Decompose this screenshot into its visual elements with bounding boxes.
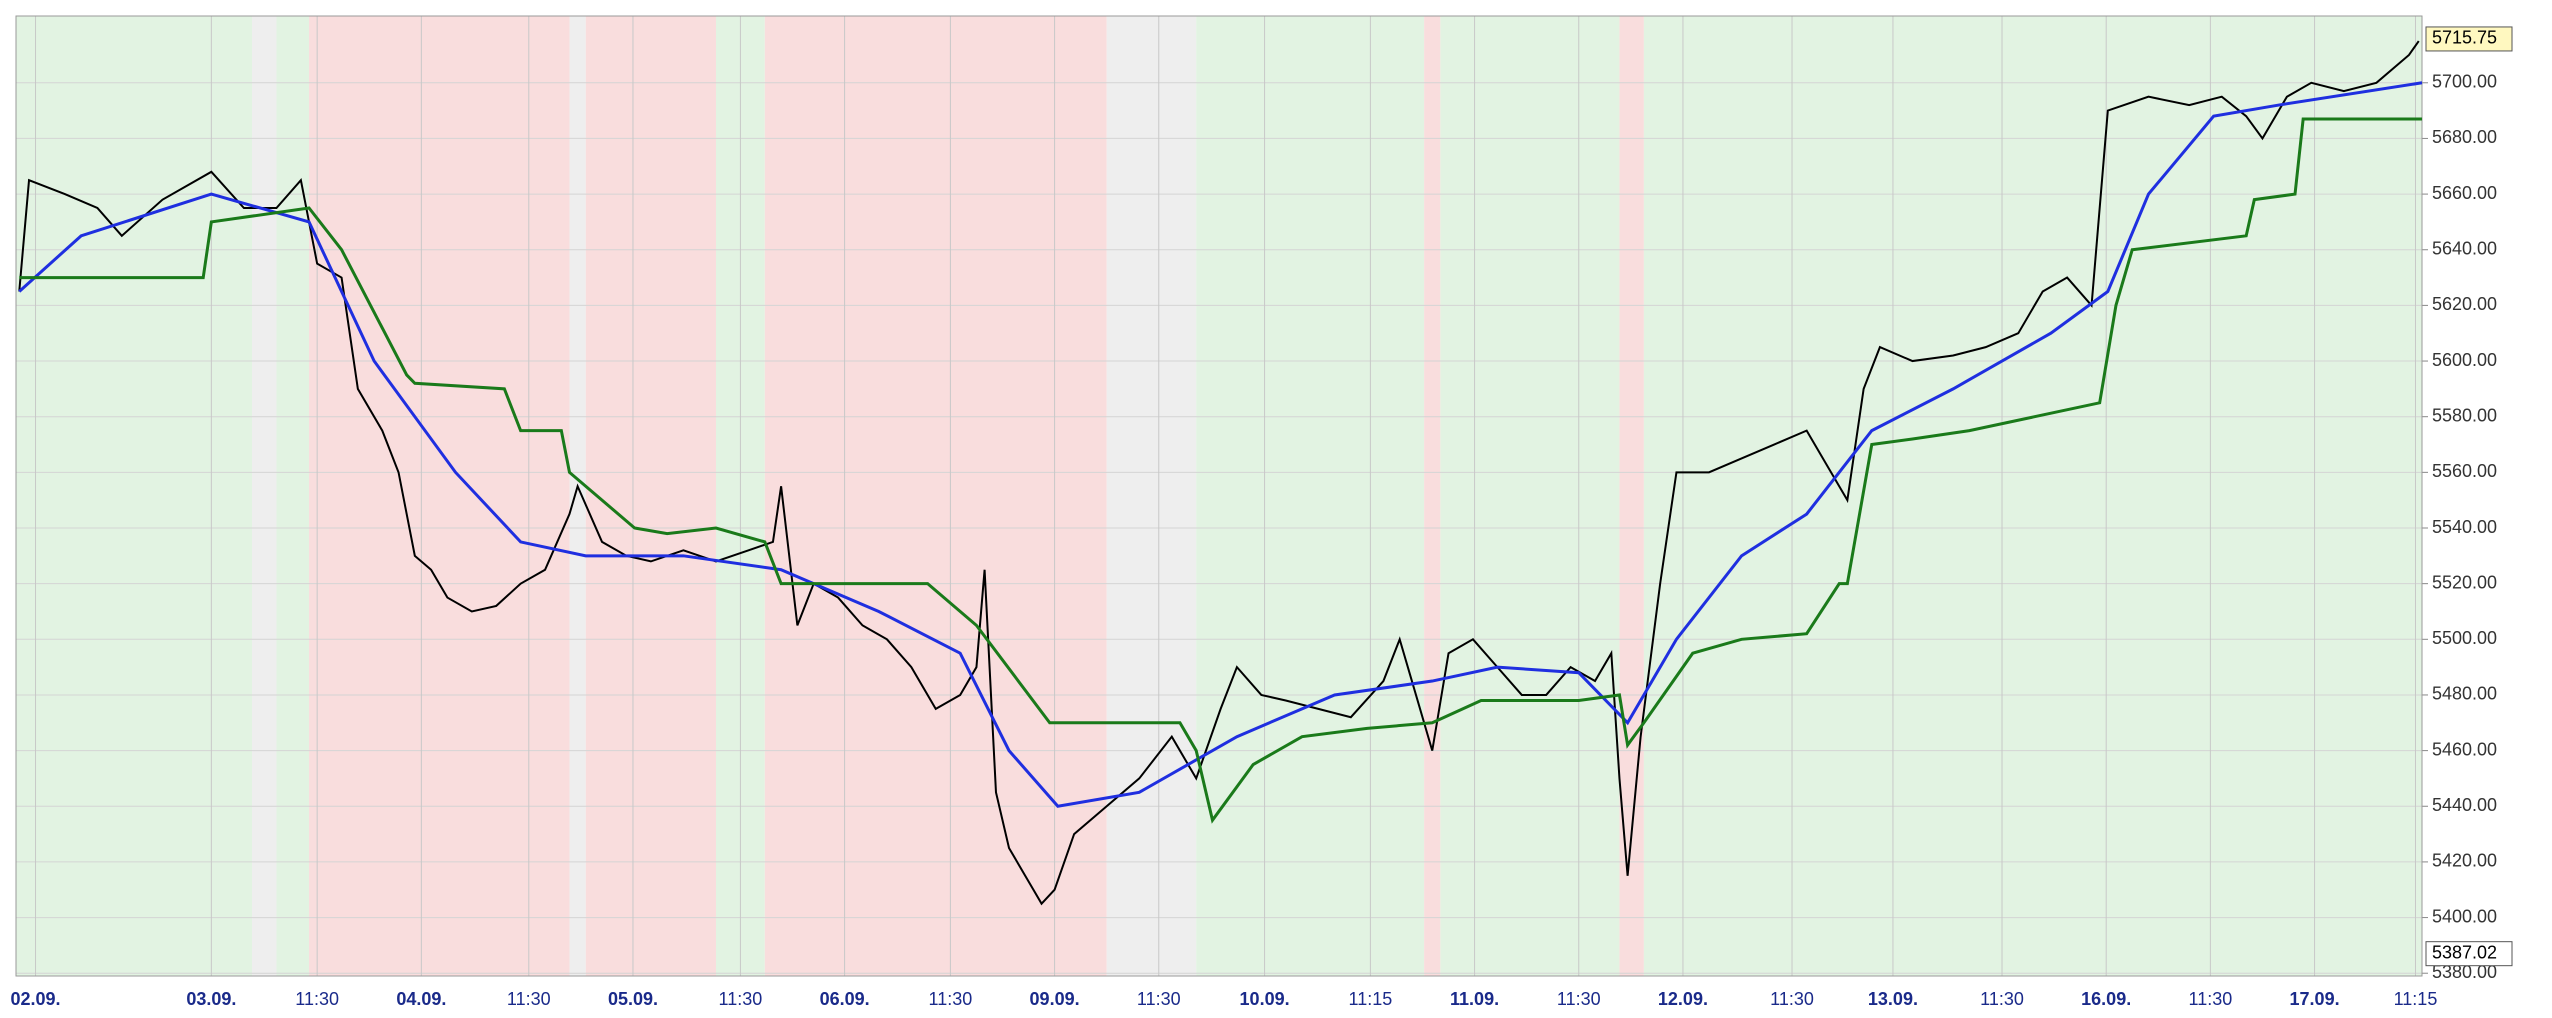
x-tick-label: 11.09. <box>1450 989 1499 1009</box>
x-tick-label: 11:30 <box>1557 989 1601 1009</box>
y-tick-label: 5420.00 <box>2432 851 2497 871</box>
regime-band <box>1643 16 2422 976</box>
x-tick-label: 03.09. <box>186 989 236 1009</box>
x-tick-label: 11:15 <box>2394 989 2438 1009</box>
x-tick-label: 06.09. <box>820 989 870 1009</box>
x-tick-label: 10.09. <box>1240 989 1290 1009</box>
price-box <box>2425 941 2513 967</box>
price-box <box>2425 26 2513 52</box>
y-tick-label: 5460.00 <box>2432 739 2497 759</box>
x-tick-label: 05.09. <box>608 989 658 1009</box>
y-tick-label: 5400.00 <box>2432 906 2497 926</box>
x-tick-label: 13.09. <box>1868 989 1918 1009</box>
price-line <box>19 117 2422 824</box>
regime-band <box>16 16 253 976</box>
regime-band <box>1424 16 1441 976</box>
price-line <box>18 81 2423 808</box>
regime-band <box>1196 16 1425 976</box>
y-tick-label: 5520.00 <box>2432 572 2497 592</box>
y-tick-label: 5540.00 <box>2432 517 2497 537</box>
x-tick-label: 12.09. <box>1658 989 1708 1009</box>
x-tick-label: 11:30 <box>295 989 339 1009</box>
y-tick-label: 5660.00 <box>2432 183 2497 203</box>
x-tick-label: 04.09. <box>396 989 446 1009</box>
x-tick-label: 11:30 <box>719 989 763 1009</box>
x-tick-label: 11:30 <box>2189 989 2233 1009</box>
x-tick-label: 02.09. <box>11 989 61 1009</box>
y-tick-label: 5580.00 <box>2432 405 2497 425</box>
y-tick-label: 5680.00 <box>2432 127 2497 147</box>
price-box-label: 5387.02 <box>2432 942 2497 962</box>
x-tick-label: 11:30 <box>1980 989 2024 1009</box>
x-tick-label: 11:30 <box>1770 989 1814 1009</box>
y-tick-label: 5440.00 <box>2432 795 2497 815</box>
price-box-label: 5715.75 <box>2432 28 2497 48</box>
y-tick-label: 5600.00 <box>2432 350 2497 370</box>
y-tick-label: 5480.00 <box>2432 684 2497 704</box>
regime-band <box>1106 16 1197 976</box>
x-tick-label: 11:15 <box>1349 989 1393 1009</box>
x-tick-label: 16.09. <box>2081 989 2131 1009</box>
plot-frame <box>15 15 2423 977</box>
x-tick-label: 11:30 <box>507 989 551 1009</box>
y-tick-label: 5380.00 <box>2432 962 2497 982</box>
x-tick-label: 11:30 <box>1137 989 1181 1009</box>
regime-band <box>309 16 570 976</box>
y-tick-label: 5620.00 <box>2432 294 2497 314</box>
regime-band <box>764 16 1107 976</box>
y-tick-label: 5700.00 <box>2432 72 2497 92</box>
x-tick-label: 09.09. <box>1030 989 1080 1009</box>
y-tick-label: 5640.00 <box>2432 238 2497 258</box>
price-line <box>18 40 2420 906</box>
y-tick-label: 5560.00 <box>2432 461 2497 481</box>
regime-band <box>585 16 716 976</box>
regime-band <box>1440 16 1620 976</box>
x-tick-label: 17.09. <box>2290 989 2340 1009</box>
regime-band <box>276 16 310 976</box>
regime-band <box>252 16 277 976</box>
y-tick-label: 5500.00 <box>2432 628 2497 648</box>
x-tick-label: 11:30 <box>929 989 973 1009</box>
regime-band <box>569 16 586 976</box>
